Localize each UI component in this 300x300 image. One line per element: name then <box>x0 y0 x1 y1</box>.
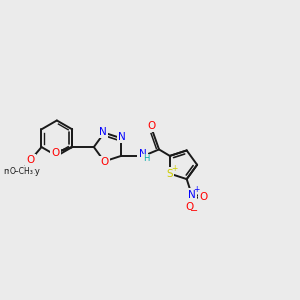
Text: −: − <box>190 206 199 216</box>
Text: O: O <box>185 202 194 212</box>
Text: H: H <box>143 154 150 164</box>
Text: O–CH₃: O–CH₃ <box>9 167 33 176</box>
Text: +: + <box>172 164 178 173</box>
Text: O: O <box>26 155 34 165</box>
Text: N: N <box>188 190 196 200</box>
Text: N: N <box>99 127 107 137</box>
Text: O: O <box>100 158 108 167</box>
Text: methoxy: methoxy <box>3 167 40 176</box>
Text: +: + <box>194 185 200 194</box>
Text: N: N <box>139 149 146 159</box>
Text: S: S <box>167 169 173 178</box>
Text: O: O <box>200 192 208 202</box>
Text: O: O <box>147 121 156 131</box>
Text: N: N <box>118 132 126 142</box>
Text: O: O <box>51 148 59 158</box>
